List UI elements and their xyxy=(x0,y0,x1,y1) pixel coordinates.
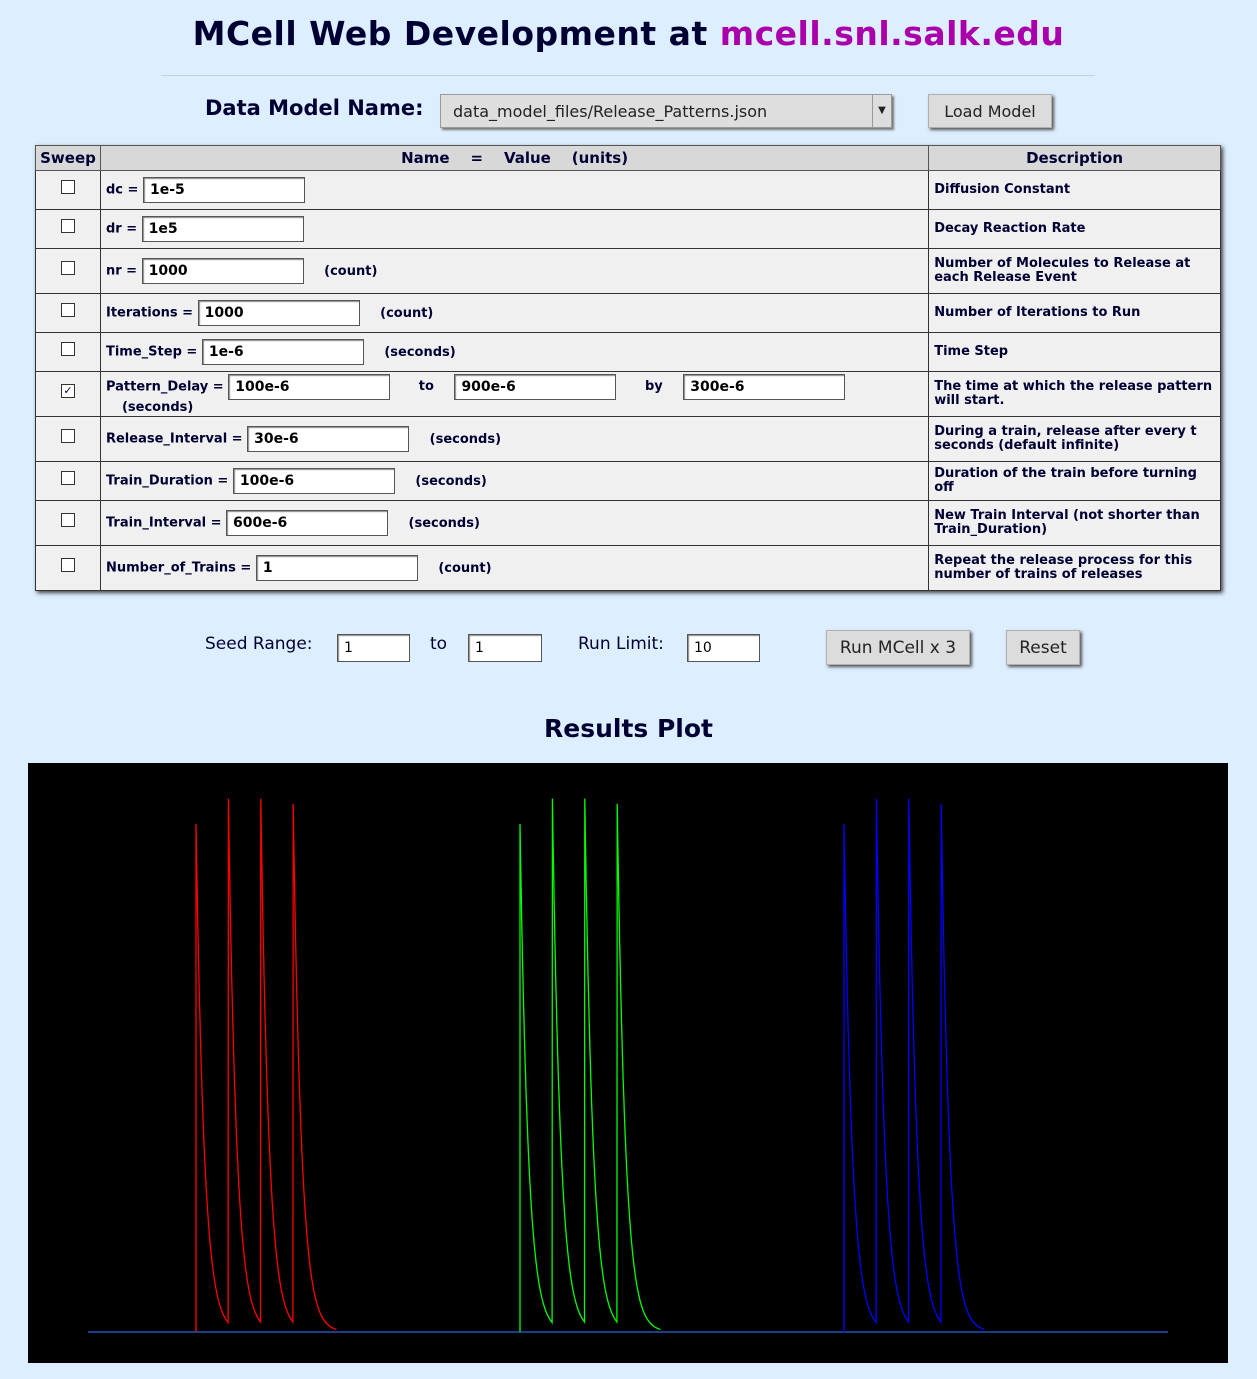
sweep-checkbox-dc[interactable] xyxy=(60,180,75,194)
sweep-checkbox-time-step[interactable] xyxy=(60,342,75,356)
seed-from-input[interactable]: 1 xyxy=(337,634,410,662)
table-header-row: Sweep Name = Value (units) Description xyxy=(35,145,1221,171)
param-label-train-interval: Train_Interval = xyxy=(105,515,222,531)
title-prefix: MCell Web Development at xyxy=(192,14,720,53)
param-label-nr: nr = xyxy=(105,263,138,279)
description-header: Description xyxy=(928,145,1221,171)
param-label-dc: dc = xyxy=(105,182,139,198)
results-plot-title: Results Plot xyxy=(543,714,713,743)
parameter-table: Sweep Name = Value (units) Description d… xyxy=(35,145,1221,591)
name-value-header: Name = Value (units) xyxy=(99,145,930,171)
sweep-checkbox-nr[interactable] xyxy=(60,261,75,275)
param-input-pattern-delay[interactable]: 100e-6 xyxy=(228,373,391,400)
param-label-train-duration: Train_Duration = xyxy=(105,473,229,489)
param-input-nr[interactable]: 1000 xyxy=(141,258,304,284)
param-input-iterations[interactable]: 1000 xyxy=(197,300,360,326)
data-model-selected: data_model_files/Release_Patterns.json xyxy=(453,102,768,121)
table-row: dc = 1e-5 Diffusion Constant xyxy=(35,170,1221,210)
param-label-time-step: Time_Step = xyxy=(105,344,198,360)
param-desc-iterations: Number of Iterations to Run xyxy=(928,293,1221,333)
plot-series-2 xyxy=(843,798,985,1332)
param-input-time-step[interactable]: 1e-6 xyxy=(201,339,364,365)
param-input-number-of-trains[interactable]: 1 xyxy=(255,555,418,581)
param-units-number-of-trains: (count) xyxy=(438,560,492,576)
param-input-train-duration[interactable]: 100e-6 xyxy=(232,468,395,494)
seed-range-label: Seed Range: xyxy=(205,634,313,654)
param-units-train-interval: (seconds) xyxy=(408,515,480,531)
sweep-checkbox-number-of-trains[interactable] xyxy=(60,558,75,572)
plot-series-1 xyxy=(519,798,661,1332)
table-row: Number_of_Trains = 1 (count) Repeat the … xyxy=(35,545,1221,591)
sweep-by-input[interactable]: 300e-6 xyxy=(683,373,846,400)
param-label-dr: dr = xyxy=(105,221,138,237)
sweep-checkbox-train-interval[interactable] xyxy=(60,513,75,527)
table-row: Train_Duration = 100e-6 (seconds) Durati… xyxy=(35,461,1221,501)
table-row: ✓ Pattern_Delay = 100e-6 to 900e-6 by 30… xyxy=(35,371,1221,417)
page-title: MCell Web Development at mcell.snl.salk.… xyxy=(0,14,1257,53)
param-desc-time-step: Time Step xyxy=(928,332,1221,372)
param-label-iterations: Iterations = xyxy=(105,305,194,321)
sweep-to-input[interactable]: 900e-6 xyxy=(454,373,617,400)
sweep-checkbox-iterations[interactable] xyxy=(60,303,75,317)
seed-to-input[interactable]: 1 xyxy=(468,634,542,662)
sweep-to-label: to xyxy=(418,379,434,394)
dropdown-arrow-icon[interactable]: ▼ xyxy=(872,95,891,127)
param-units-iterations: (count) xyxy=(380,305,434,321)
param-desc-release-interval: During a train, release after every t se… xyxy=(928,416,1221,462)
table-row: Iterations = 1000 (count) Number of Iter… xyxy=(35,293,1221,333)
table-row: Train_Interval = 600e-6 (seconds) New Tr… xyxy=(35,500,1221,546)
table-row: Release_Interval = 30e-6 (seconds) Durin… xyxy=(35,416,1221,462)
seed-to-label: to xyxy=(430,634,448,654)
param-desc-number-of-trains: Repeat the release process for this numb… xyxy=(928,545,1221,591)
divider xyxy=(161,75,1095,76)
sweep-by-label: by xyxy=(644,379,663,394)
data-model-label: Data Model Name: xyxy=(205,96,424,120)
table-row: Time_Step = 1e-6 (seconds) Time Step xyxy=(35,332,1221,372)
param-desc-dc: Diffusion Constant xyxy=(928,170,1221,210)
run-limit-input[interactable]: 10 xyxy=(687,634,760,662)
reset-button[interactable]: Reset xyxy=(1006,630,1080,665)
load-model-button[interactable]: Load Model xyxy=(928,94,1052,128)
param-input-release-interval[interactable]: 30e-6 xyxy=(247,426,410,452)
param-desc-train-interval: New Train Interval (not shorter than Tra… xyxy=(928,500,1221,546)
sweep-header: Sweep xyxy=(35,145,101,171)
run-limit-label: Run Limit: xyxy=(578,634,664,654)
data-model-select[interactable]: data_model_files/Release_Patterns.json ▼ xyxy=(440,94,892,128)
plot-series-0 xyxy=(195,798,337,1332)
param-units-time-step: (seconds) xyxy=(384,344,456,360)
param-desc-nr: Number of Molecules to Release at each R… xyxy=(928,248,1221,294)
table-row: dr = 1e5 Decay Reaction Rate xyxy=(35,209,1221,249)
param-input-dr[interactable]: 1e5 xyxy=(141,216,304,242)
title-host: mcell.snl.salk.edu xyxy=(719,14,1065,53)
param-desc-dr: Decay Reaction Rate xyxy=(928,209,1221,249)
results-plot-svg xyxy=(88,798,1168,1333)
sweep-checkbox-dr[interactable] xyxy=(60,219,75,233)
param-label-number-of-trains: Number_of_Trains = xyxy=(105,560,252,576)
param-desc-pattern-delay: The time at which the release pattern wi… xyxy=(928,371,1221,417)
param-units-nr: (count) xyxy=(324,263,378,279)
sweep-checkbox-pattern-delay[interactable]: ✓ xyxy=(60,384,75,398)
run-mcell-button[interactable]: Run MCell x 3 xyxy=(826,630,970,665)
param-label-pattern-delay: Pattern_Delay = xyxy=(105,379,224,394)
param-desc-train-duration: Duration of the train before turning off xyxy=(928,461,1221,501)
param-units-train-duration: (seconds) xyxy=(415,473,487,489)
sweep-checkbox-release-interval[interactable] xyxy=(60,429,75,443)
param-input-train-interval[interactable]: 600e-6 xyxy=(226,510,389,536)
sweep-checkbox-train-duration[interactable] xyxy=(60,471,75,485)
results-plot xyxy=(28,763,1228,1363)
param-units-release-interval: (seconds) xyxy=(429,431,502,447)
param-units-pattern-delay: (seconds) xyxy=(121,399,194,415)
table-row: nr = 1000 (count) Number of Molecules to… xyxy=(35,248,1221,294)
param-label-release-interval: Release_Interval = xyxy=(105,431,243,447)
param-input-dc[interactable]: 1e-5 xyxy=(142,177,305,203)
